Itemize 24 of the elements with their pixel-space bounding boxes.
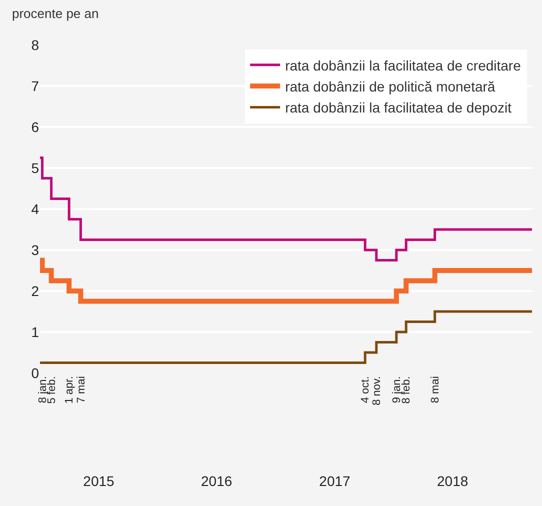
x-tick-label: 9 jan.	[390, 376, 403, 404]
x-tick-label: 8 mai	[429, 376, 442, 404]
y-tick-label: 5	[31, 160, 40, 176]
y-tick-label: 1	[31, 324, 40, 340]
legend-label: rata dobânzii la facilitatea de depozit	[285, 100, 512, 116]
y-tick-label: 4	[31, 200, 40, 217]
x-tick-label: 4 oct.	[360, 376, 372, 404]
x2-tick-label: 2017	[319, 473, 351, 489]
x-tick-label: 8 nov.	[370, 376, 383, 406]
y-axis-title: procente pe an	[12, 6, 99, 21]
y-tick-label: 2	[31, 282, 40, 299]
y-tick-label: 7	[31, 78, 40, 94]
y-tick-label: 8	[31, 36, 40, 53]
x2-tick-label: 2018	[437, 473, 468, 489]
x-tick-label: 7 mai	[75, 376, 88, 404]
y-tick-label: 3	[31, 242, 40, 258]
y-tick-label: 0	[31, 364, 40, 381]
x2-tick-label: 2015	[83, 473, 115, 489]
legend-label: rata dobânzii la facilitatea de creditare	[285, 57, 522, 74]
x-tick-label: 1 apr.	[64, 376, 76, 404]
x2-tick-label: 2016	[201, 473, 232, 489]
y-tick-label: 6	[31, 118, 40, 135]
legend-label: rata dobânzii de politică monetară	[285, 78, 496, 95]
x-tick-label: 8 feb.	[400, 376, 413, 404]
